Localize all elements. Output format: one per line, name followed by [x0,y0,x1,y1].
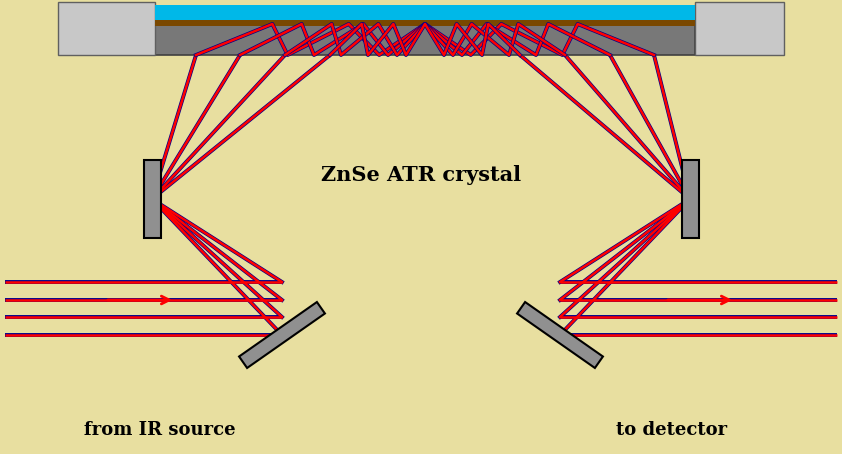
Polygon shape [58,2,155,55]
Bar [143,160,161,238]
Polygon shape [155,18,695,26]
Bar [239,302,325,368]
Bar [681,160,699,238]
Bar [517,302,603,368]
Text: ZnSe ATR crystal: ZnSe ATR crystal [321,165,521,185]
Polygon shape [155,5,695,20]
Text: from IR source: from IR source [84,421,236,439]
Text: to detector: to detector [616,421,727,439]
Polygon shape [155,18,695,55]
Polygon shape [695,2,784,55]
